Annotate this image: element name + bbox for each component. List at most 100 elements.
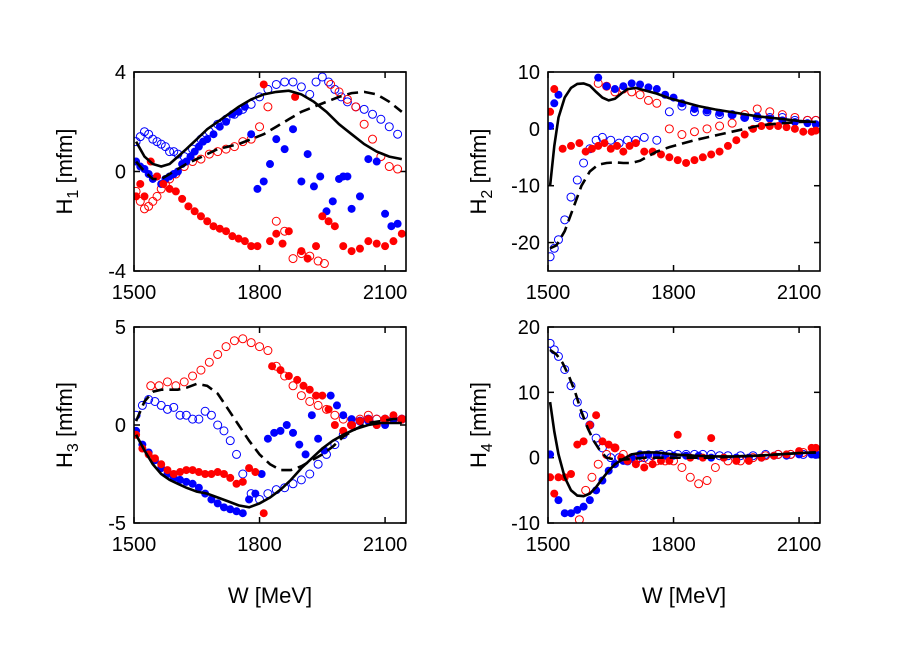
data-point [301, 450, 310, 459]
data-point [677, 462, 687, 472]
data-point [548, 338, 555, 348]
data-point [652, 98, 662, 108]
data-point [222, 227, 231, 236]
data-point [238, 469, 248, 479]
data-point [567, 470, 576, 478]
data-point [136, 179, 145, 188]
data-point [194, 468, 203, 477]
data-point [276, 366, 285, 375]
data-point [636, 80, 645, 89]
data-point [644, 83, 653, 92]
data-point [326, 79, 336, 89]
data-point [251, 468, 260, 477]
data-point [765, 107, 775, 117]
data-point [251, 489, 260, 498]
data-point [152, 191, 162, 201]
data-point [640, 147, 649, 156]
data-point [163, 466, 172, 475]
data-point [288, 77, 298, 87]
data-point [579, 158, 589, 168]
data-point [548, 450, 555, 459]
data-point [397, 229, 406, 238]
data-point [627, 79, 636, 88]
data-point [550, 85, 559, 94]
data-point [182, 477, 191, 486]
data-point [240, 237, 249, 246]
data-point [384, 122, 394, 132]
data-point [594, 141, 603, 150]
data-point [324, 77, 334, 87]
data-point [200, 406, 210, 416]
data-point [600, 139, 609, 148]
data-point [698, 153, 707, 162]
data-point [554, 90, 563, 99]
data-point [270, 428, 279, 437]
y-label-unit: [mfm] [52, 129, 77, 190]
data-point [245, 464, 254, 473]
curve-dashed [549, 120, 816, 250]
data-point [690, 104, 699, 113]
data-point [594, 73, 603, 82]
data-point [299, 381, 308, 390]
data-point [554, 473, 563, 482]
data-point [359, 104, 369, 114]
data-point [587, 472, 597, 482]
data-point [319, 259, 329, 269]
y-label-unit: [mfm] [52, 382, 77, 443]
data-point [665, 153, 674, 162]
data-point [732, 456, 741, 465]
series-blue-filled [548, 450, 820, 518]
data-point [393, 164, 403, 174]
data-point [209, 222, 218, 231]
data-point [799, 127, 808, 136]
data-point [324, 405, 333, 414]
data-point [573, 505, 582, 514]
data-point [296, 475, 306, 485]
data-point [272, 229, 281, 238]
data-point [259, 80, 268, 89]
data-point [318, 212, 327, 221]
data-point [181, 410, 191, 420]
data-point [247, 130, 256, 139]
data-point [690, 156, 699, 165]
data-point [316, 172, 325, 181]
y-label-symbol: H [52, 199, 77, 215]
data-point [169, 402, 179, 412]
panel-top-left: 1500 1800 2100 -4 0 4 H1 [mfm] [52, 62, 407, 304]
data-point [566, 192, 576, 202]
data-point [162, 377, 172, 387]
data-point [271, 216, 281, 226]
data-point [347, 247, 356, 256]
data-point [397, 415, 406, 424]
data-point [221, 144, 231, 154]
data-point [150, 454, 159, 463]
data-point [640, 463, 649, 472]
data-point [342, 97, 352, 107]
x-tick-label: 1500 [112, 534, 157, 556]
data-point [221, 342, 231, 352]
y-axis-label: H4 [mfm] [466, 382, 496, 468]
data-point [631, 460, 640, 469]
data-point [355, 417, 364, 426]
data-point [234, 234, 243, 243]
y-tick-label: -4 [108, 261, 126, 283]
data-point [288, 381, 298, 391]
data-point [203, 135, 212, 144]
data-point [226, 473, 235, 482]
data-point [284, 372, 293, 380]
y-tick-label: 0 [529, 119, 540, 141]
data-point [209, 130, 218, 139]
data-point [268, 362, 277, 371]
data-point [579, 437, 588, 446]
data-layer [134, 334, 406, 518]
x-tick-label: 1500 [112, 282, 157, 304]
curve-solid [548, 82, 816, 186]
x-tick-label: 2100 [363, 282, 408, 304]
data-point [664, 124, 674, 134]
data-point [134, 192, 141, 201]
data-point [245, 495, 254, 504]
data-point [263, 346, 273, 356]
data-point [201, 470, 210, 478]
data-point [176, 475, 185, 484]
data-point [173, 167, 182, 176]
